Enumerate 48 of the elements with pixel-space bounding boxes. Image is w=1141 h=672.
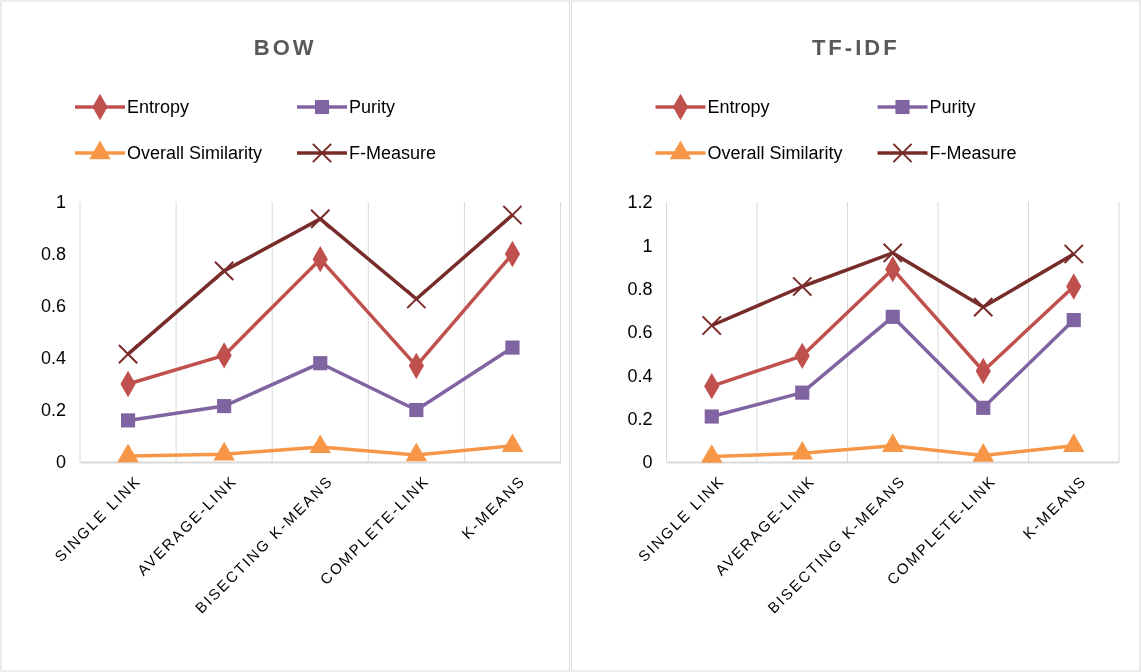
point	[704, 409, 719, 424]
point	[972, 443, 994, 462]
point	[885, 309, 900, 324]
chart-title: TF-IDF	[811, 35, 900, 60]
point	[1066, 313, 1081, 328]
y-tick-label: 0.6	[40, 296, 66, 317]
y-tick-label: 0.2	[627, 408, 653, 429]
legend-label: Overall Similarity	[127, 143, 263, 164]
point	[792, 276, 813, 297]
legend-label: F-Measure	[349, 143, 437, 164]
y-tick-label: 1	[55, 192, 66, 213]
legend-label: Purity	[929, 97, 976, 118]
point	[701, 444, 723, 463]
legend-label: F-Measure	[929, 143, 1017, 164]
point	[976, 400, 991, 415]
point	[1063, 243, 1084, 265]
y-tick-label: 0.6	[627, 322, 653, 343]
y-tick-label: 0.4	[40, 348, 66, 369]
chart-title: BOW	[253, 35, 317, 60]
point	[217, 399, 232, 414]
point	[120, 413, 136, 428]
point	[882, 242, 903, 264]
point	[1063, 433, 1085, 452]
y-tick-label: 0.4	[627, 365, 653, 386]
point	[313, 356, 328, 371]
legend-label: Entropy	[127, 97, 190, 118]
legend-label: Entropy	[707, 97, 770, 118]
point	[505, 340, 520, 355]
legend-label: Overall Similarity	[707, 143, 843, 164]
point	[117, 343, 139, 365]
point	[882, 433, 904, 452]
y-tick-label: 0.2	[40, 400, 66, 421]
point	[409, 402, 424, 418]
y-tick-label: 1.2	[627, 192, 653, 213]
legend-label: Purity	[349, 97, 396, 118]
y-tick-label: 0	[642, 452, 653, 473]
point	[214, 260, 235, 282]
point	[795, 385, 810, 400]
y-tick-label: 0.8	[627, 278, 653, 299]
point	[406, 288, 427, 310]
point	[791, 440, 813, 460]
y-tick-label: 0	[55, 452, 66, 473]
y-tick-label: 0.8	[40, 244, 66, 265]
point	[310, 208, 331, 230]
point	[502, 204, 523, 226]
point	[973, 296, 994, 318]
y-tick-label: 1	[642, 235, 653, 256]
point	[701, 315, 722, 336]
